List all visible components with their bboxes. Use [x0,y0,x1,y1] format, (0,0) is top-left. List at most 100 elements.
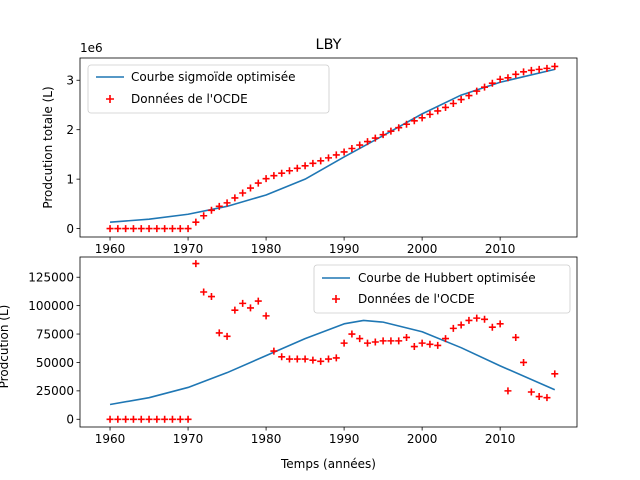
data-point-marker [418,114,426,122]
data-point-marker [231,194,239,202]
x-tick-label: 1960 [95,242,126,256]
y-axis-label: Prodcution (L) [0,305,11,389]
data-point-marker [418,339,426,347]
data-point-marker [512,333,520,341]
data-point-marker [309,159,317,167]
data-point-marker [262,312,270,320]
axis-ticks: 1960 1970 1980 1990 2000 2010 0 1 2 3 [66,74,515,256]
data-point-marker [246,184,254,192]
legend-label-oecd: Données de l'OCDE [131,92,248,106]
data-point-marker [520,358,528,366]
x-tick-label: 1970 [173,432,204,446]
data-point-marker [457,96,465,104]
data-point-marker [192,260,200,268]
data-point-marker [168,225,176,233]
data-point-marker [379,337,387,345]
data-point-marker [410,117,418,125]
data-point-marker [200,212,208,220]
data-point-marker [278,353,286,361]
chart-title: LBY [316,37,342,53]
data-point-marker [161,225,169,233]
data-point-marker [153,415,161,423]
data-point-marker [504,387,512,395]
data-point-marker [348,144,356,152]
data-point-marker [176,415,184,423]
oecd-data-series [106,62,559,233]
data-point-marker [239,299,247,307]
x-axis-label: Temps (années) [280,457,376,471]
axes-frame [79,256,578,428]
data-point-marker [473,87,481,95]
x-tick-label: 1970 [173,242,204,256]
legend: Courbe sigmoïde optimisée Données de l'O… [87,64,330,114]
data-point-marker [122,225,130,233]
data-point-marker [551,370,559,378]
y-tick-label: 125000 [28,271,74,285]
data-point-marker [270,347,278,355]
data-point-marker [395,337,403,345]
annual-production-chart: Prodcution (L) Temps (années) 1960 1970 19… [0,256,578,471]
data-point-marker [527,66,535,74]
data-point-marker [364,339,372,347]
data-point-marker [207,206,215,214]
data-point-marker [262,175,270,183]
data-point-marker [551,62,559,70]
data-point-marker [488,79,496,87]
x-tick-label: 2000 [407,432,438,446]
data-point-marker [106,415,114,423]
y-tick-label: 50000 [36,356,74,370]
data-point-marker [481,83,489,91]
data-point-marker [527,388,535,396]
data-point-marker [535,65,543,73]
data-point-marker [207,293,215,301]
data-point-marker [340,148,348,156]
oecd-data-series [106,260,559,423]
data-point-marker [129,225,137,233]
data-point-marker [488,323,496,331]
hubbert-curve-series [109,319,556,406]
data-point-marker [231,306,239,314]
data-point-marker [520,68,528,76]
data-point-marker [200,288,208,296]
data-point-marker [403,333,411,341]
data-point-marker [285,167,293,175]
data-point-marker [114,415,122,423]
data-point-marker [325,355,332,363]
data-point-marker [176,225,184,233]
cumulative-production-chart: LBY 1e6 Prodcution totale (L) 1960 1970 19… [41,37,578,256]
x-tick-label: 1960 [95,432,126,446]
legend-label-oecd: Données de l'OCDE [358,292,475,306]
data-point-marker [215,329,223,337]
y-tick-label: 0 [66,222,74,236]
data-point-marker [496,75,504,83]
data-point-marker [332,354,340,362]
y-tick-label: 75000 [36,327,74,341]
fitted-curve-line [109,68,555,223]
data-point-marker [356,141,364,149]
data-point-marker [348,330,356,338]
axes-frame [79,57,578,238]
y-tick-label: 25000 [36,384,74,398]
data-point-marker [325,154,332,162]
data-point-marker [114,225,122,233]
data-point-marker [449,99,457,107]
y-tick-label: 1 [66,172,74,186]
data-point-marker [223,199,231,207]
x-tick-label: 1980 [251,432,282,446]
x-tick-label: 2010 [485,242,516,256]
legend-label-hubbert: Courbe de Hubbert optimisée [358,271,536,285]
data-point-marker [387,337,395,345]
data-point-marker [465,316,473,324]
data-point-marker [442,103,450,111]
data-point-marker [301,355,309,363]
data-point-marker [270,172,278,180]
data-point-marker [161,415,169,423]
legend-label-sigmoid: Courbe sigmoïde optimisée [131,70,296,84]
legend-plus-swatch [106,95,114,103]
data-point-marker [364,138,372,146]
legend-box [87,64,330,114]
data-point-marker [285,355,293,363]
data-point-marker [387,127,395,135]
data-point-marker [301,162,309,170]
sigmoid-curve-series [109,68,555,223]
